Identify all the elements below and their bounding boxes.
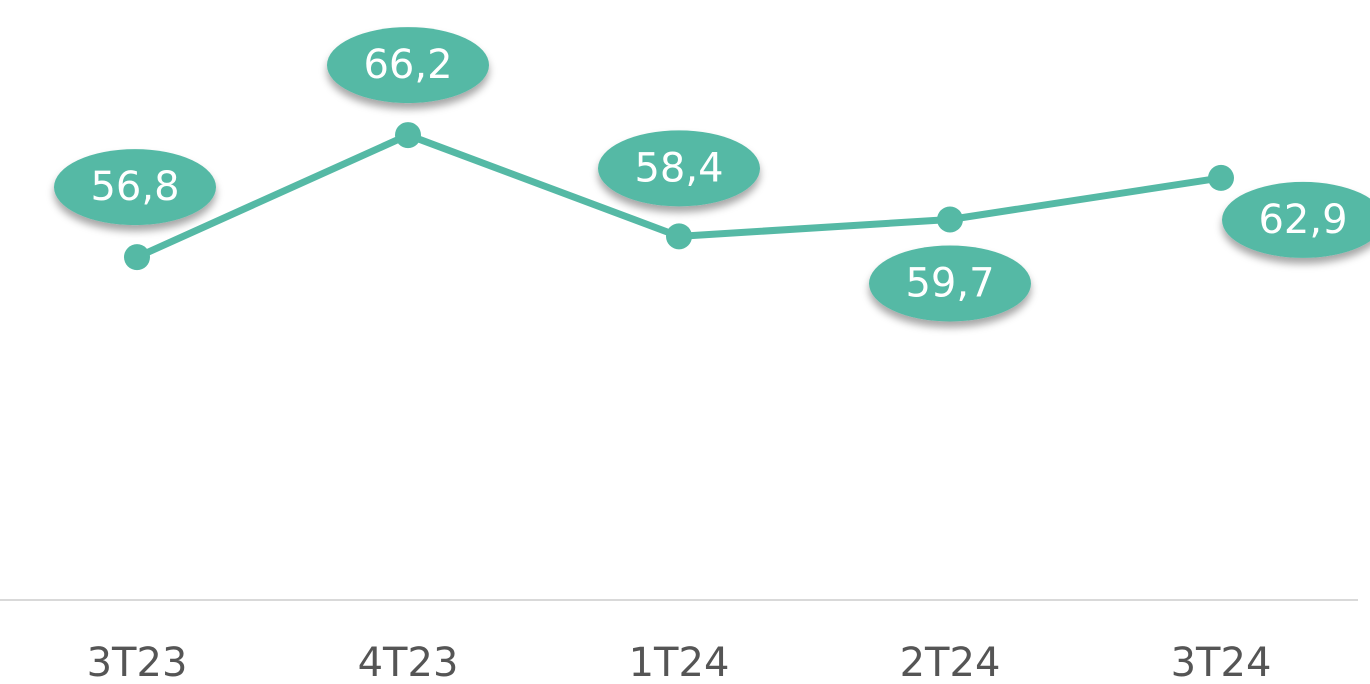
label-bubble — [1222, 181, 1370, 258]
point — [666, 223, 692, 250]
point — [395, 122, 421, 149]
label-bubble — [54, 149, 216, 226]
data-label: 66,2 — [363, 42, 452, 88]
data-label: 58,4 — [634, 145, 723, 191]
x-tick-label: 3T24 — [1171, 640, 1272, 684]
label-bubble — [327, 27, 489, 104]
label-bubble — [869, 245, 1031, 322]
point — [124, 244, 150, 271]
point — [1208, 164, 1234, 191]
x-tick-label: 4T23 — [358, 640, 459, 684]
x-tick-label: 1T24 — [629, 640, 730, 684]
data-label: 62,9 — [1258, 197, 1347, 243]
point — [937, 206, 963, 233]
data-label: 59,7 — [905, 260, 994, 306]
data-label: 56,8 — [90, 164, 179, 210]
x-tick-label: 2T24 — [900, 640, 1001, 684]
x-tick-label: 3T23 — [87, 640, 188, 684]
label-bubble — [598, 130, 760, 207]
